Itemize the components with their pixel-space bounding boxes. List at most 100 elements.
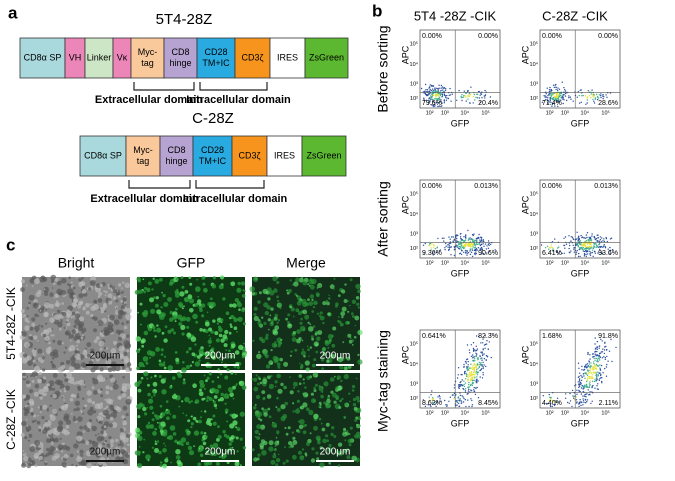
image-texture [23, 353, 27, 357]
image-texture [316, 457, 319, 460]
image-texture [23, 395, 26, 398]
image-texture [163, 443, 165, 445]
event-dot [472, 404, 473, 405]
event-dot [429, 245, 430, 246]
image-texture [277, 300, 279, 302]
event-dot [471, 368, 472, 369]
event-dot [439, 396, 440, 397]
image-texture [193, 417, 197, 421]
event-dot [588, 90, 589, 91]
event-dot [452, 94, 453, 95]
event-dot [478, 234, 479, 235]
event-dot [606, 364, 607, 365]
row-label: 5T4-28Z -CIK [4, 287, 18, 360]
event-dot [577, 97, 578, 98]
image-texture [265, 336, 269, 340]
image-texture [137, 436, 142, 441]
event-dot [486, 245, 487, 246]
image-texture [319, 418, 322, 421]
event-dot [436, 88, 437, 89]
event-dot [446, 406, 447, 407]
image-texture [62, 342, 64, 344]
image-texture [76, 339, 80, 343]
image-texture [140, 324, 142, 326]
event-dot [560, 97, 561, 98]
image-texture [205, 329, 209, 333]
event-dot [591, 233, 592, 234]
image-texture [259, 378, 261, 380]
event-dot [439, 97, 440, 98]
image-texture [153, 382, 158, 387]
image-texture [313, 414, 319, 420]
image-texture [199, 391, 201, 393]
image-texture [238, 282, 241, 285]
image-texture [64, 388, 66, 390]
image-texture [326, 423, 330, 427]
plot-frame [540, 30, 620, 108]
image-texture [78, 324, 83, 329]
image-texture [165, 445, 167, 447]
event-dot [463, 381, 464, 382]
event-dot [444, 100, 445, 101]
event-dot [483, 364, 484, 365]
event-dot [546, 96, 547, 97]
image-texture [237, 366, 240, 369]
y-tick-label: 10⁵ [530, 40, 538, 47]
event-dot [425, 243, 426, 244]
event-dot [611, 361, 612, 362]
image-texture [319, 462, 324, 467]
image-texture [90, 303, 92, 305]
image-texture [307, 283, 309, 285]
image-texture [186, 326, 189, 329]
image-texture [220, 275, 224, 279]
image-texture [243, 322, 246, 325]
event-dot [485, 243, 486, 244]
quadrant-percent: 0.00% [542, 183, 562, 190]
image-texture [28, 440, 30, 442]
event-dot [425, 84, 426, 85]
image-texture [21, 309, 25, 313]
event-dot [452, 241, 453, 242]
image-texture [292, 402, 294, 404]
image-texture [339, 400, 342, 403]
image-texture [256, 395, 260, 399]
event-dot [581, 366, 582, 367]
event-dot [596, 385, 597, 386]
event-dot [595, 99, 596, 100]
segment-label: tag [137, 156, 150, 166]
event-dot [585, 254, 586, 255]
image-texture [277, 408, 281, 412]
image-texture [125, 314, 131, 320]
image-texture [356, 378, 358, 380]
event-dot [549, 394, 550, 395]
event-dot [454, 249, 455, 250]
image-texture [93, 328, 97, 332]
event-dot [474, 349, 475, 350]
event-dot [465, 382, 466, 383]
event-dot [587, 96, 588, 97]
event-dot [450, 254, 451, 255]
image-texture [277, 366, 280, 369]
event-dot [563, 87, 564, 88]
image-texture [162, 363, 165, 366]
event-dot [468, 406, 469, 407]
image-texture [311, 299, 313, 301]
event-dot [583, 375, 584, 376]
segment-label: IRES [277, 52, 298, 62]
event-dot [567, 402, 568, 403]
event-dot [459, 384, 460, 385]
event-dot [430, 243, 431, 244]
image-texture [253, 378, 257, 382]
event-dot [594, 372, 595, 373]
image-texture [42, 368, 45, 371]
image-texture [29, 389, 33, 393]
event-dot [467, 393, 468, 394]
event-dot [596, 361, 597, 362]
image-texture [116, 307, 118, 309]
image-texture [262, 379, 267, 384]
image-texture [182, 361, 185, 364]
image-texture [288, 289, 292, 293]
image-texture [110, 387, 113, 390]
event-dot [604, 343, 605, 344]
event-dot [461, 374, 462, 375]
